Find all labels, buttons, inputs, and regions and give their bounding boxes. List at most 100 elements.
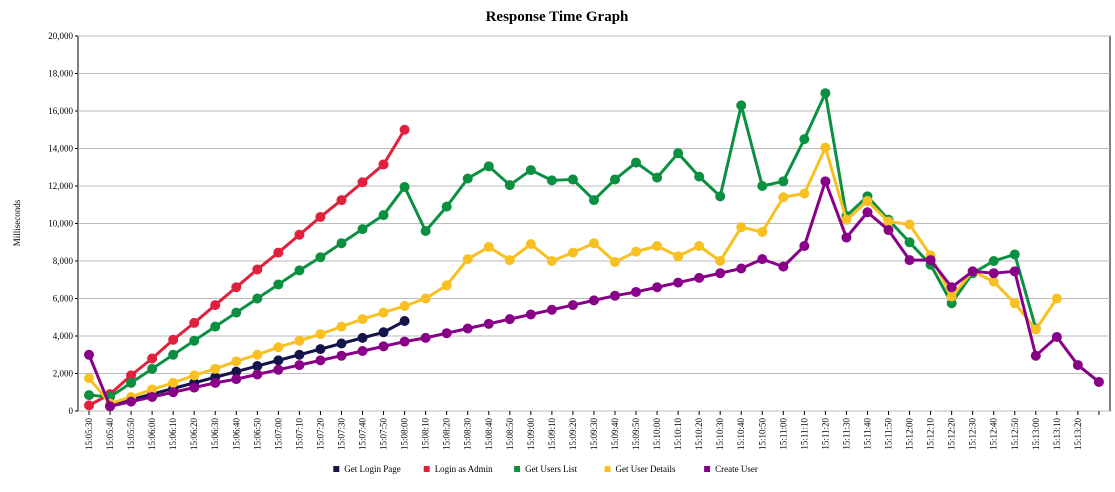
point xyxy=(883,225,894,236)
legend-label: Get Login Page xyxy=(344,464,401,474)
x-tick-label: 15:06:50 xyxy=(252,418,262,451)
point xyxy=(546,304,557,315)
point xyxy=(399,181,410,192)
x-tick-label: 15:11:50 xyxy=(884,418,894,450)
point xyxy=(588,295,599,306)
x-tick-label: 15:05:40 xyxy=(105,418,115,451)
point xyxy=(1009,266,1020,277)
x-tick-label: 15:08:40 xyxy=(484,418,494,451)
y-tick-label: 12,000 xyxy=(48,181,73,191)
point xyxy=(567,247,578,258)
point xyxy=(315,344,326,355)
point xyxy=(84,373,94,384)
x-tick-label: 15:10:10 xyxy=(673,418,683,451)
x-tick-label: 15:13:10 xyxy=(1052,418,1062,451)
point xyxy=(273,247,284,258)
x-tick-label: 15:12:10 xyxy=(926,418,936,451)
legend-label: Login as Admin xyxy=(435,464,493,474)
chart-title: Response Time Graph xyxy=(486,9,629,25)
point xyxy=(210,321,221,332)
point xyxy=(189,335,200,346)
point xyxy=(273,279,284,290)
point xyxy=(1093,376,1104,387)
point xyxy=(273,342,284,353)
x-tick-label: 15:07:40 xyxy=(358,418,368,451)
point xyxy=(399,336,410,347)
point xyxy=(610,256,620,267)
point xyxy=(588,238,599,249)
point xyxy=(925,255,936,266)
point xyxy=(231,282,242,293)
point xyxy=(799,188,810,199)
point xyxy=(378,327,389,338)
point xyxy=(715,191,726,202)
point xyxy=(399,124,410,135)
y-tick-label: 18,000 xyxy=(48,69,73,79)
point xyxy=(84,390,94,401)
y-tick-label: 6,000 xyxy=(53,294,74,304)
point xyxy=(189,382,200,393)
x-tick-label: 15:09:10 xyxy=(547,418,557,451)
point xyxy=(231,374,242,385)
point xyxy=(652,241,663,251)
x-tick-label: 15:08:00 xyxy=(400,418,410,451)
point xyxy=(273,364,284,375)
point xyxy=(883,216,894,227)
point xyxy=(336,238,347,249)
point xyxy=(694,171,705,182)
point xyxy=(736,100,747,111)
y-tick-label: 14,000 xyxy=(48,144,73,154)
point xyxy=(736,263,747,274)
point xyxy=(610,290,620,301)
point xyxy=(841,214,852,225)
x-tick-label: 15:11:20 xyxy=(820,418,830,450)
x-tick-label: 15:05:50 xyxy=(126,418,136,451)
point xyxy=(336,321,347,332)
x-tick-label: 15:09:20 xyxy=(568,418,578,451)
point xyxy=(757,226,768,237)
point xyxy=(904,219,915,230)
x-tick-label: 15:07:00 xyxy=(273,418,283,451)
point xyxy=(799,134,810,145)
x-tick-label: 15:12:20 xyxy=(947,418,957,451)
point xyxy=(715,256,726,266)
point xyxy=(84,349,94,360)
legend-label: Get User Details xyxy=(616,464,676,474)
point xyxy=(357,346,368,356)
x-tick-label: 15:07:30 xyxy=(336,418,346,451)
point xyxy=(252,349,263,360)
point xyxy=(441,328,452,339)
y-tick-label: 20,000 xyxy=(48,31,73,41)
x-tick-label: 15:06:00 xyxy=(147,418,157,451)
point xyxy=(1009,249,1020,260)
point xyxy=(168,349,179,360)
x-tick-label: 15:06:10 xyxy=(168,418,178,451)
point xyxy=(715,268,726,279)
x-tick-label: 15:09:40 xyxy=(610,418,620,451)
point xyxy=(315,252,326,263)
point xyxy=(84,400,94,411)
point xyxy=(210,300,221,311)
point xyxy=(799,241,810,251)
point xyxy=(126,396,137,407)
x-tick-label: 15:06:20 xyxy=(189,418,199,451)
point xyxy=(1030,324,1041,335)
x-tick-label: 15:11:00 xyxy=(778,418,788,450)
point xyxy=(820,142,831,153)
x-tick-label: 15:10:30 xyxy=(715,418,725,451)
point xyxy=(610,174,620,185)
point xyxy=(294,229,305,240)
point xyxy=(673,251,684,262)
point xyxy=(525,309,536,320)
point xyxy=(525,239,536,250)
point xyxy=(105,401,116,412)
point xyxy=(294,265,305,276)
point xyxy=(231,356,242,367)
point xyxy=(631,246,642,257)
x-tick-label: 15:10:50 xyxy=(757,418,767,451)
point xyxy=(988,256,999,266)
x-tick-label: 15:09:50 xyxy=(631,418,641,451)
legend-swatch xyxy=(423,466,430,472)
point xyxy=(252,293,263,304)
point xyxy=(252,361,263,371)
